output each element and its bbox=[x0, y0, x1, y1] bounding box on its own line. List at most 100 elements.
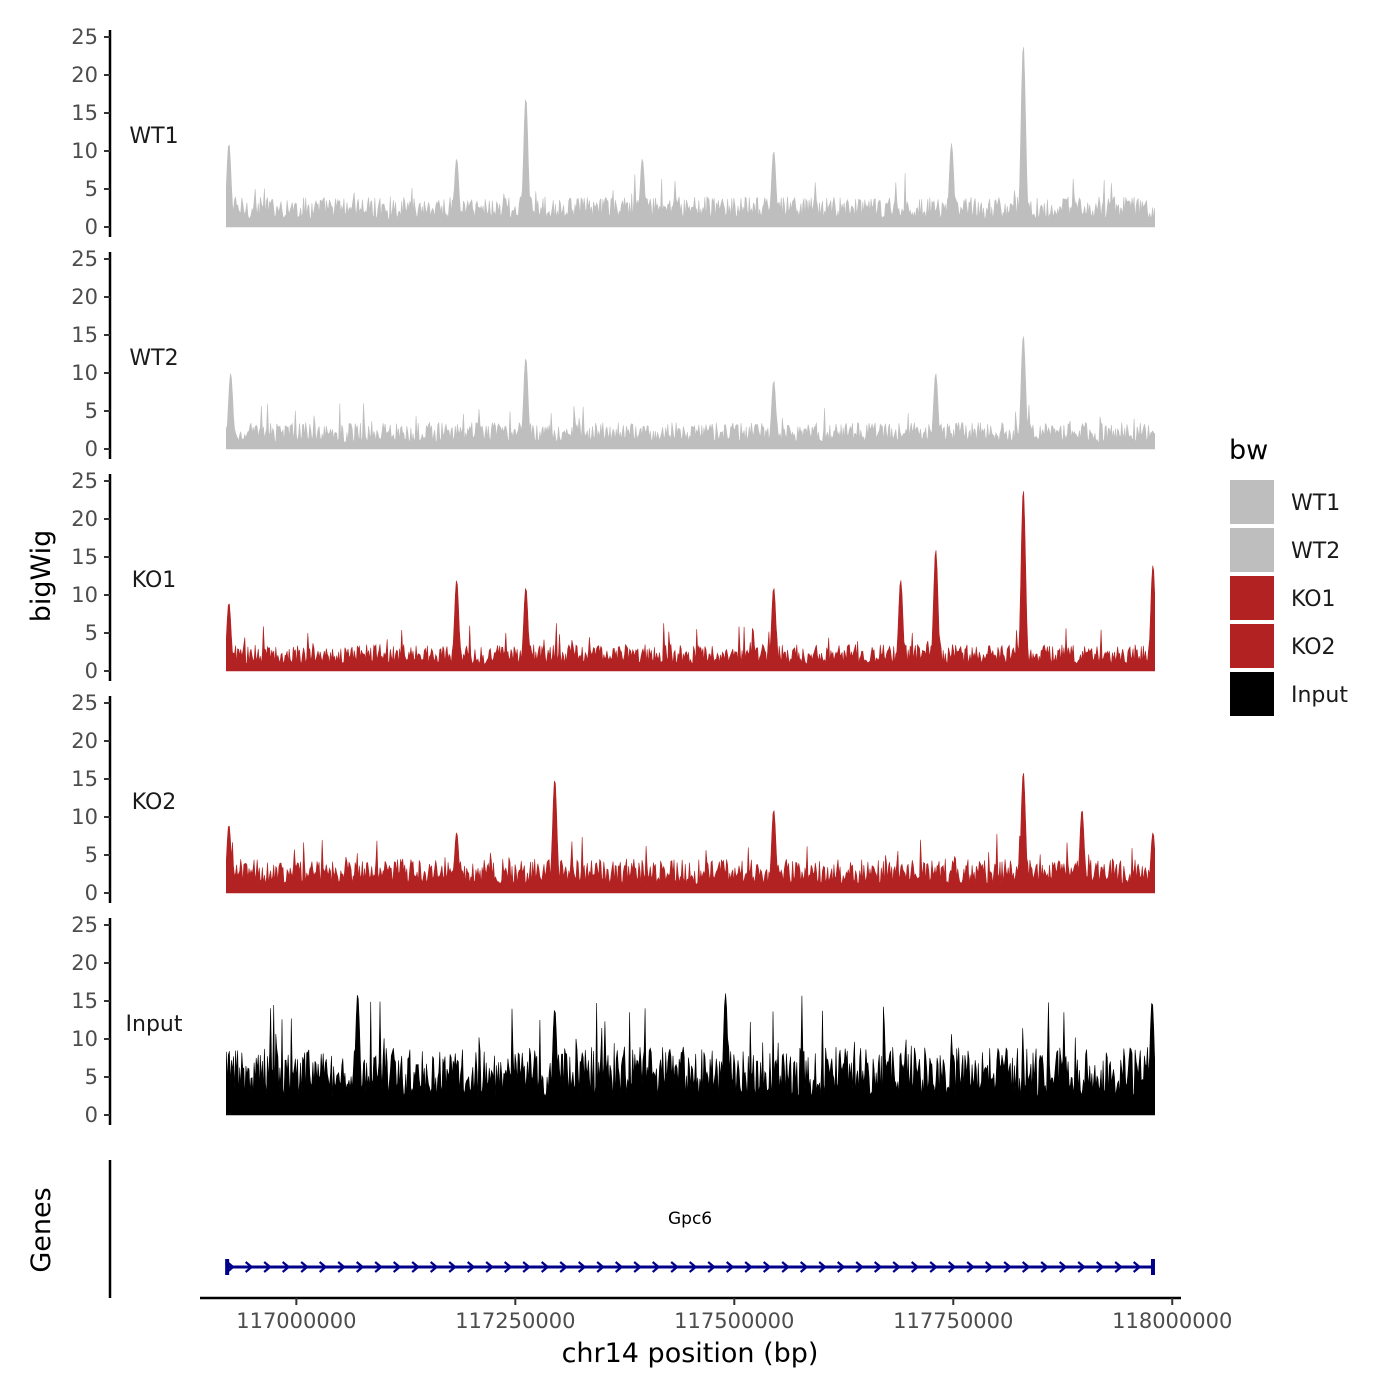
exon-mark bbox=[1150, 1259, 1155, 1275]
legend-item-ko1: KO1 bbox=[1230, 576, 1336, 620]
y-tick-label: 0 bbox=[85, 437, 98, 461]
strand-arrow bbox=[577, 1261, 587, 1273]
strand-arrow bbox=[429, 1261, 439, 1273]
strand-arrow bbox=[744, 1261, 753, 1273]
legend-label: WT2 bbox=[1291, 539, 1340, 564]
strand-arrow bbox=[1040, 1261, 1049, 1273]
strand-arrow bbox=[1114, 1261, 1123, 1273]
legend-title: bw bbox=[1229, 435, 1268, 466]
y-tick-label: 10 bbox=[71, 1027, 98, 1051]
signal-area-wt2 bbox=[226, 336, 1155, 450]
strand-arrow bbox=[781, 1261, 790, 1273]
strand-arrow bbox=[651, 1261, 661, 1273]
legend: WT1 WT2 KO1 KO2 Input bbox=[1230, 480, 1348, 716]
y-tick-label: 20 bbox=[71, 507, 98, 531]
strand-arrow bbox=[707, 1261, 716, 1273]
gene-gpc6: Gpc6 bbox=[225, 1209, 1155, 1275]
y-tick-label: 25 bbox=[71, 913, 98, 937]
y-tick-label: 5 bbox=[85, 621, 98, 645]
y-tick-label: 0 bbox=[85, 1103, 98, 1127]
strand-arrow bbox=[799, 1261, 809, 1273]
x-tick-label: 118000000 bbox=[1112, 1309, 1232, 1333]
strand-arrow bbox=[1095, 1261, 1105, 1273]
y-tick-label: 0 bbox=[85, 881, 98, 905]
track-wt2: 0 5 10 15 20 25 WT2 bbox=[71, 247, 1155, 461]
y-tick-label: 15 bbox=[71, 545, 98, 569]
strand-arrow bbox=[929, 1261, 938, 1273]
strand-arrow bbox=[596, 1261, 605, 1273]
track-input: 0 5 10 15 20 25 Input bbox=[71, 913, 1155, 1127]
x-tick-label: 117500000 bbox=[674, 1309, 794, 1333]
exon-mark bbox=[225, 1259, 230, 1275]
y-tick-label: 10 bbox=[71, 805, 98, 829]
strand-arrow bbox=[762, 1261, 772, 1273]
signal-tracks: 0510152025WT10510152025WT20510152025KO10… bbox=[71, 25, 1155, 1127]
y-tick-label: 5 bbox=[85, 177, 98, 201]
track-ko2: 0 5 10 15 20 25 KO2 bbox=[71, 691, 1155, 905]
y-tick-label: 10 bbox=[71, 361, 98, 385]
strand-arrow bbox=[411, 1261, 420, 1273]
track-label: WT1 bbox=[129, 124, 178, 149]
strand-arrow bbox=[633, 1261, 642, 1273]
x-axis-title: chr14 position (bp) bbox=[562, 1338, 819, 1369]
y-tick-label: 20 bbox=[71, 63, 98, 87]
y-tick-label: 25 bbox=[71, 691, 98, 715]
signal-area-ko1 bbox=[226, 491, 1155, 672]
legend-label: Input bbox=[1291, 683, 1348, 708]
y-tick-label: 15 bbox=[71, 101, 98, 125]
strand-arrow bbox=[281, 1261, 291, 1273]
track-label: KO1 bbox=[132, 568, 177, 593]
y-tick-label: 15 bbox=[71, 323, 98, 347]
strand-arrow bbox=[892, 1261, 901, 1273]
gene-label: Gpc6 bbox=[668, 1209, 712, 1229]
signal-area-ko2 bbox=[226, 773, 1155, 894]
legend-item-wt2: WT2 bbox=[1230, 528, 1340, 572]
strand-arrow bbox=[1132, 1261, 1142, 1273]
strand-arrow bbox=[855, 1261, 864, 1273]
strand-arrow bbox=[318, 1261, 328, 1273]
strand-arrow bbox=[448, 1261, 457, 1273]
legend-item-input: Input bbox=[1230, 672, 1348, 716]
x-tick-label: 117750000 bbox=[893, 1309, 1013, 1333]
strand-arrow bbox=[374, 1261, 383, 1273]
strand-arrow bbox=[818, 1261, 827, 1273]
strand-arrow bbox=[337, 1261, 346, 1273]
strand-arrow bbox=[910, 1261, 920, 1273]
y-tick-label: 0 bbox=[85, 215, 98, 239]
legend-swatch bbox=[1230, 576, 1274, 620]
gene-track: Gpc6 bbox=[108, 1160, 1155, 1298]
strand-arrow bbox=[725, 1261, 735, 1273]
strand-arrow bbox=[614, 1261, 624, 1273]
strand-arrow bbox=[485, 1261, 494, 1273]
genes-axis-title: Genes bbox=[26, 1187, 57, 1272]
strand-arrow bbox=[355, 1261, 365, 1273]
strand-arrow bbox=[522, 1261, 531, 1273]
y-tick-label: 25 bbox=[71, 469, 98, 493]
y-tick-label: 25 bbox=[71, 25, 98, 49]
strand-arrow bbox=[244, 1261, 254, 1273]
strand-arrow bbox=[688, 1261, 698, 1273]
x-axis: 117000000 117250000 117500000 117750000 1180… bbox=[200, 1296, 1232, 1333]
y-tick-label: 5 bbox=[85, 1065, 98, 1089]
track-label: Input bbox=[126, 1012, 183, 1037]
y-tick-label: 10 bbox=[71, 139, 98, 163]
y-tick-label: 20 bbox=[71, 951, 98, 975]
track-ko1: 0 5 10 15 20 25 KO1 bbox=[71, 469, 1155, 683]
strand-arrow bbox=[466, 1261, 476, 1273]
strand-arrow bbox=[300, 1261, 309, 1273]
y-tick-label: 0 bbox=[85, 659, 98, 683]
legend-item-ko2: KO2 bbox=[1230, 624, 1336, 668]
x-tick-label: 117000000 bbox=[236, 1309, 356, 1333]
legend-item-wt1: WT1 bbox=[1230, 480, 1340, 524]
strand-arrow bbox=[966, 1261, 975, 1273]
y-tick-label: 15 bbox=[71, 989, 98, 1013]
y-tick-label: 20 bbox=[71, 729, 98, 753]
strand-arrow bbox=[836, 1261, 846, 1273]
legend-label: KO1 bbox=[1291, 587, 1336, 612]
legend-label: WT1 bbox=[1291, 491, 1340, 516]
y-tick-label: 5 bbox=[85, 399, 98, 423]
y-tick-label: 5 bbox=[85, 843, 98, 867]
signal-area-wt1 bbox=[226, 47, 1155, 228]
y-tick-label: 15 bbox=[71, 767, 98, 791]
strand-arrow bbox=[984, 1261, 994, 1273]
